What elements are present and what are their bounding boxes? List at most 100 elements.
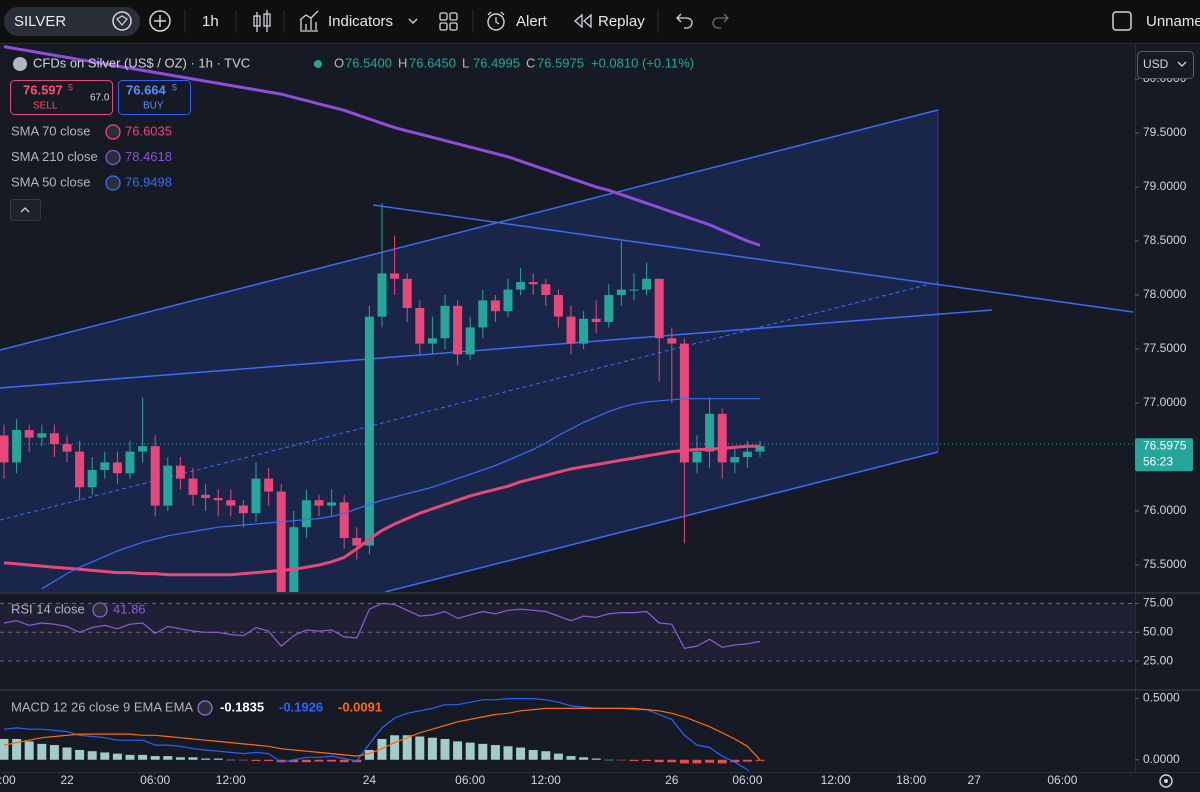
chevron[interactable] xyxy=(408,18,418,24)
chevron xyxy=(1177,61,1187,67)
candle-body xyxy=(289,527,299,592)
chart-type-icon[interactable] xyxy=(253,10,271,32)
chevron-up xyxy=(20,207,30,213)
histogram-bar xyxy=(150,756,160,760)
templates-icon[interactable] xyxy=(439,12,458,31)
histogram-bar xyxy=(717,759,727,764)
sell-button[interactable] xyxy=(10,80,113,115)
candle-body xyxy=(415,307,425,344)
candle-body xyxy=(37,433,47,438)
histogram-bar xyxy=(453,741,463,760)
histogram-bar xyxy=(667,759,677,763)
sma-name: SMA 50 close xyxy=(11,174,91,189)
indicator-icon xyxy=(92,602,108,618)
histogram-bar xyxy=(188,757,198,760)
candle-body xyxy=(327,502,337,506)
candle-body xyxy=(717,413,727,463)
buy-label: BUY xyxy=(143,101,164,112)
histogram-bar xyxy=(679,759,689,764)
buy-button[interactable] xyxy=(118,80,191,115)
buy-pip: 5 xyxy=(172,82,177,92)
histogram-bar xyxy=(301,759,311,763)
undo[interactable] xyxy=(676,13,693,29)
ohlc-legend: O 76.5400 H 76.6450 L 76.4995 C 76.5975 xyxy=(334,55,584,70)
histogram-bar xyxy=(566,756,576,760)
layout-checkbox[interactable] xyxy=(1112,11,1132,31)
histogram-bar xyxy=(251,759,261,761)
indicators-button[interactable]: Indicators xyxy=(328,13,393,30)
histogram-bar xyxy=(440,738,450,760)
collapse-legend[interactable] xyxy=(10,199,41,221)
replay-button[interactable]: Replay xyxy=(598,13,645,30)
histogram-bar xyxy=(163,756,173,760)
candle-body xyxy=(238,505,248,514)
x-tick-label: 22 xyxy=(60,773,74,787)
x-tick-label: 12:00 xyxy=(531,773,561,787)
indicator-name: RSI 14 close xyxy=(11,601,85,616)
histogram-bar xyxy=(327,759,337,762)
alert-icon[interactable] xyxy=(487,13,505,31)
add-symbol[interactable] xyxy=(149,10,171,32)
histogram-bar xyxy=(705,759,715,763)
candle-body xyxy=(138,446,148,452)
histogram-bar xyxy=(112,753,122,760)
indicator-value: 41.86 xyxy=(113,601,146,616)
ohlc-value: 76.5975 xyxy=(537,55,584,70)
settings[interactable] xyxy=(1159,774,1173,788)
sell-pip: 5 xyxy=(68,82,73,92)
histogram-bar xyxy=(730,759,740,763)
symbol: SILVER xyxy=(14,13,66,30)
y-tick-label: 0.5000 xyxy=(1143,691,1180,705)
candle-body xyxy=(730,457,740,463)
price-label xyxy=(1135,438,1193,472)
compare-icon[interactable] xyxy=(112,11,132,31)
last-price: 76.5975 xyxy=(1143,438,1187,452)
histogram-bar xyxy=(238,759,248,761)
candle-body xyxy=(150,446,160,506)
candle-body xyxy=(516,282,526,290)
histogram-bar xyxy=(415,736,425,760)
candle-body xyxy=(692,451,702,463)
diamond xyxy=(116,15,128,26)
countdown: 56:23 xyxy=(1143,454,1173,468)
candle-body xyxy=(465,327,475,355)
x-tick-label: 06:00 xyxy=(455,773,485,787)
histogram-bar xyxy=(654,759,664,763)
candle-body xyxy=(125,451,135,474)
candle-body xyxy=(742,451,752,458)
indicators-icon[interactable] xyxy=(299,10,319,32)
layout-name[interactable]: Unname xyxy=(1146,13,1200,30)
sma-value: 76.9498 xyxy=(125,174,172,189)
ohlc-value: 76.4995 xyxy=(473,55,520,70)
histogram-bar xyxy=(390,735,400,760)
trend-line xyxy=(0,309,993,389)
y-tick-label: 77.5000 xyxy=(1143,341,1187,355)
ohlc-key: C xyxy=(526,55,535,70)
candle-body xyxy=(566,316,576,344)
x-tick-label: 06:00 xyxy=(1047,773,1077,787)
y-tick-label: 78.5000 xyxy=(1143,233,1187,247)
y-tick-label: 76.0000 xyxy=(1143,503,1187,517)
histogram-bar xyxy=(755,759,765,761)
histogram-bar xyxy=(465,742,475,760)
alert-button[interactable]: Alert xyxy=(516,13,548,30)
candle-body xyxy=(755,446,765,452)
candle-body xyxy=(0,435,9,463)
histogram-bar xyxy=(125,754,135,760)
symbol-search[interactable] xyxy=(4,7,140,36)
candle-body xyxy=(616,289,626,296)
currency: USD xyxy=(1143,57,1169,71)
legend-title: CFDs on Silver (US$ / OZ) · 1h · TVC xyxy=(33,55,250,70)
ohlc-value: 76.6450 xyxy=(409,55,456,70)
candle-body xyxy=(390,273,400,279)
currency-select[interactable] xyxy=(1137,51,1194,79)
change: +0.0810 (+0.11%) xyxy=(591,55,694,70)
interval[interactable]: 1h xyxy=(202,13,219,30)
histogram-bar xyxy=(478,743,488,760)
histogram-bar xyxy=(579,757,589,760)
replay-icon[interactable] xyxy=(574,13,592,29)
candle-body xyxy=(87,469,97,488)
x-tick-label: 24 xyxy=(363,773,377,787)
